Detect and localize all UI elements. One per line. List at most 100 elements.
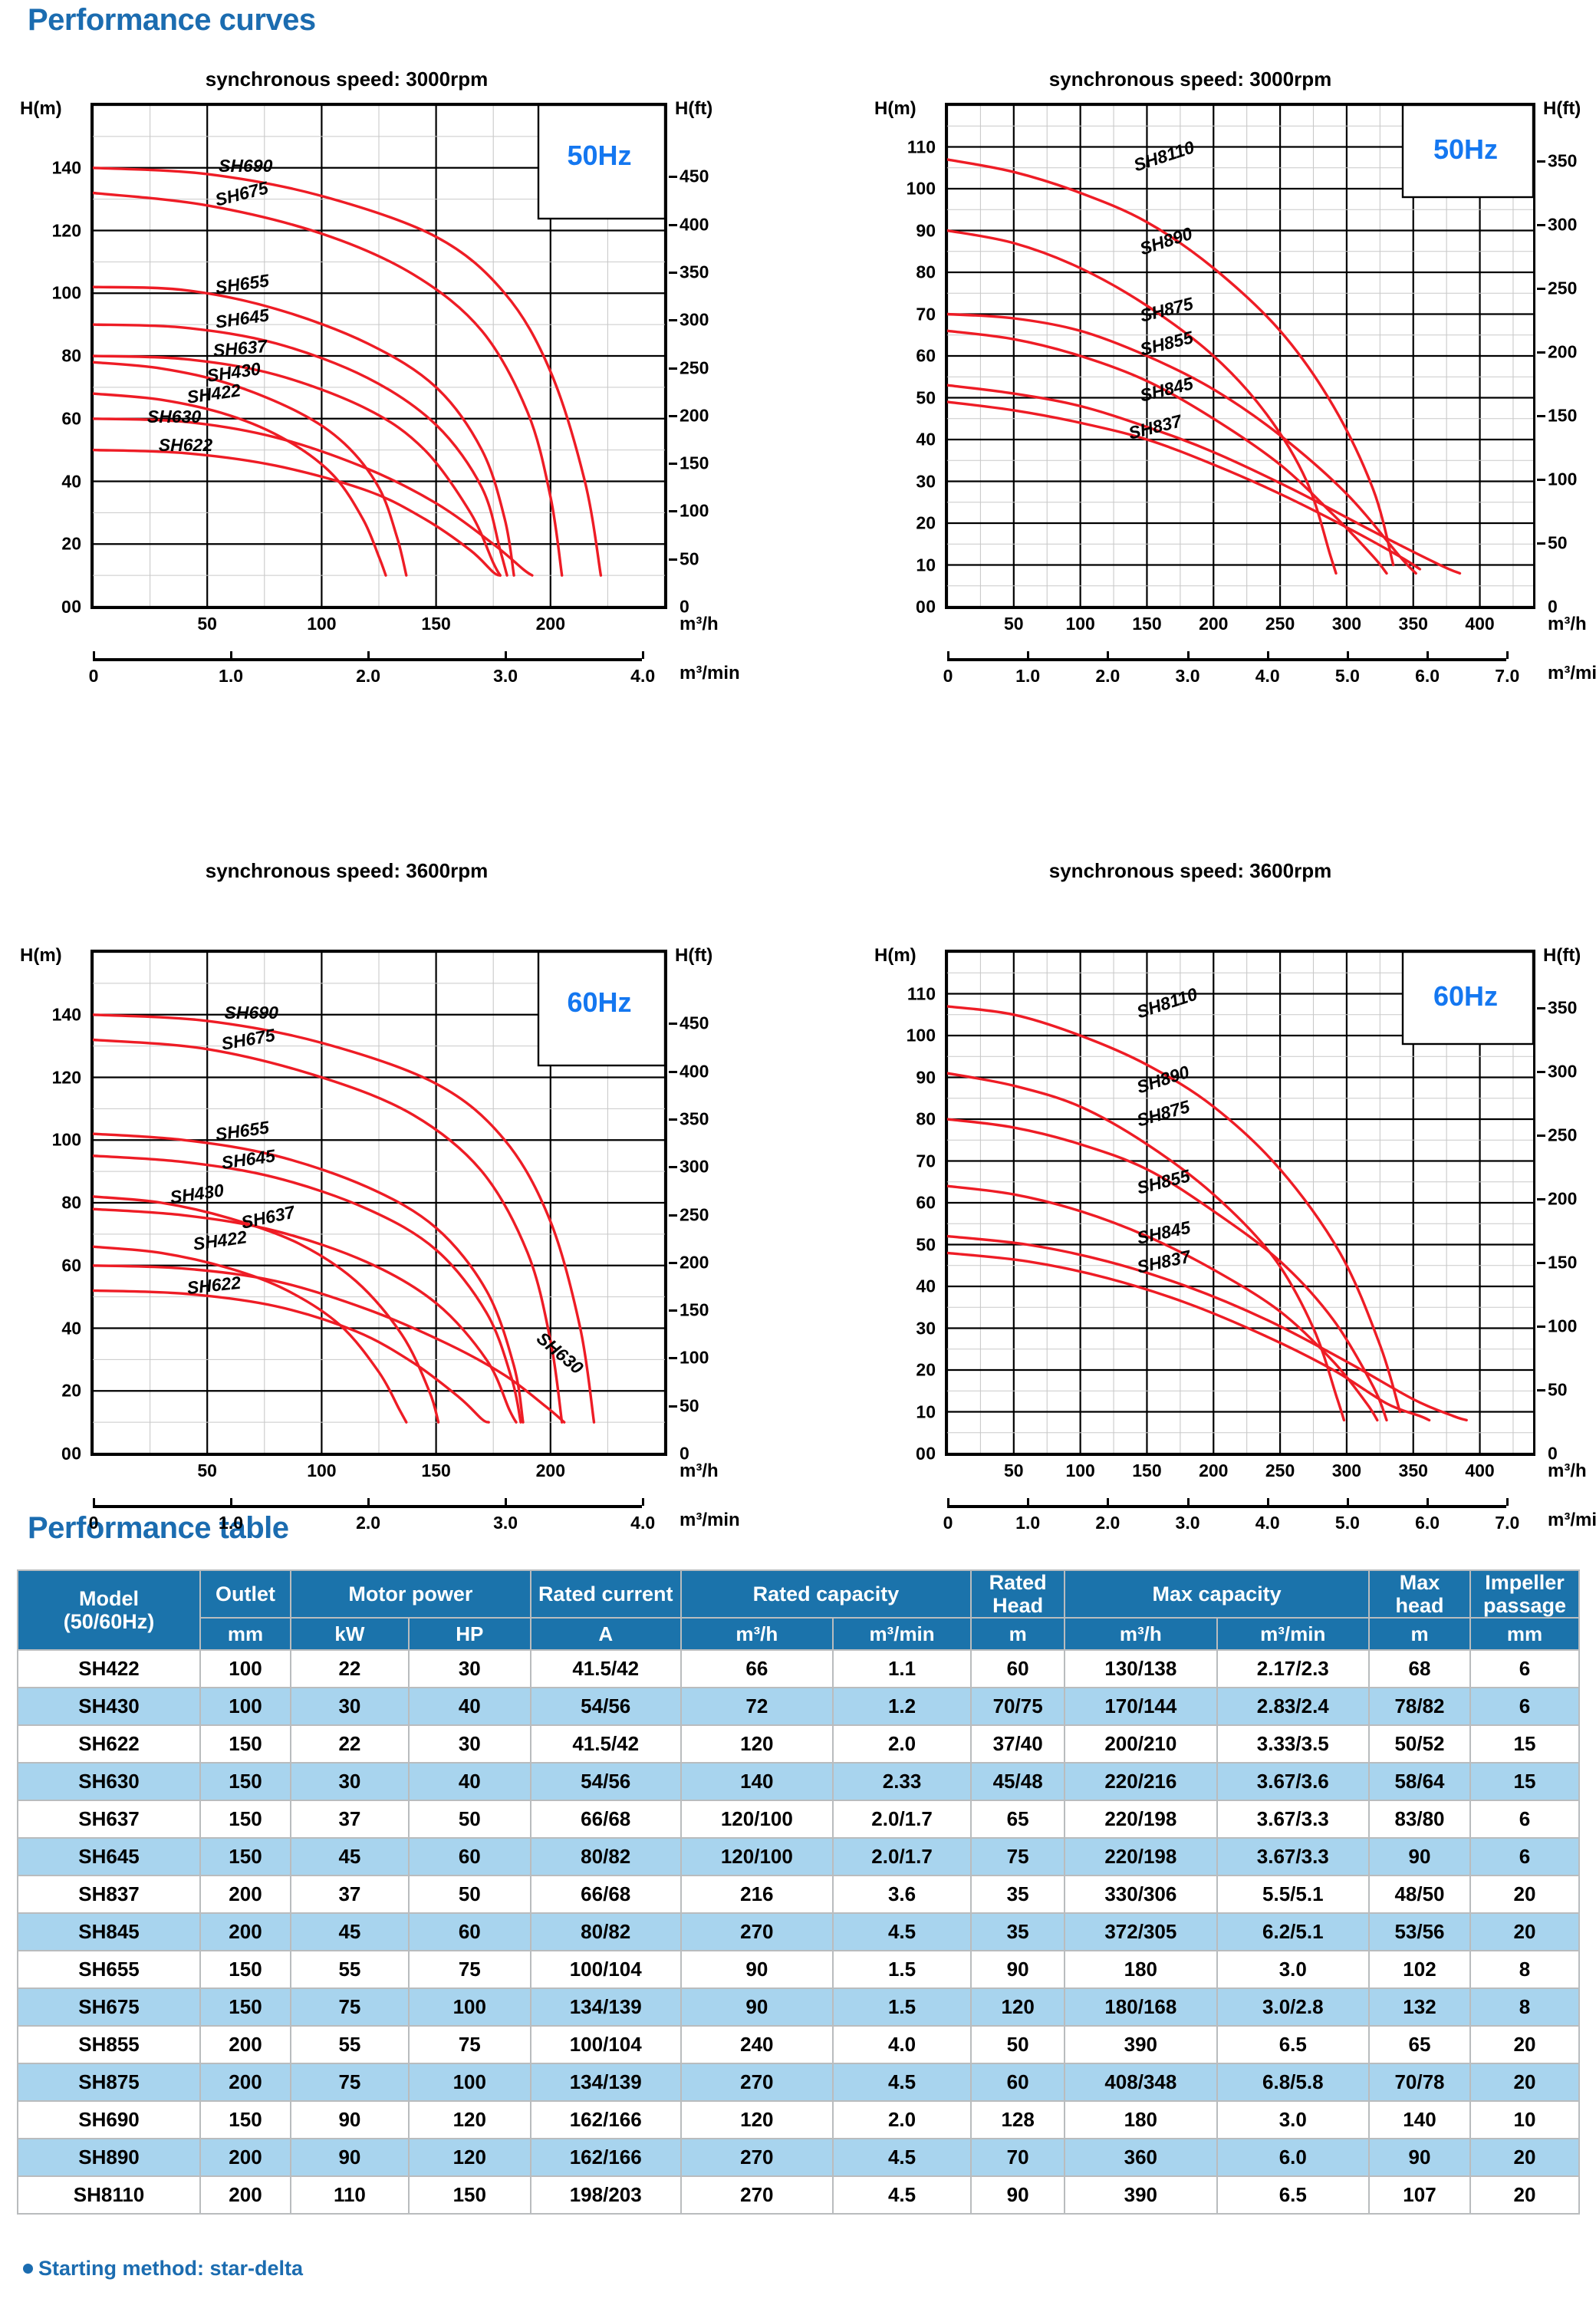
x2-tick-mark (1427, 1498, 1430, 1506)
curve-label-SH875: SH875 (1137, 293, 1196, 326)
col-max-head-line2: head (1395, 1594, 1444, 1618)
y-tick-label: 80 (916, 1108, 936, 1129)
x-tick-label: 400 (1465, 614, 1495, 634)
y-tick-label: 40 (61, 1318, 81, 1338)
plot-area (90, 950, 667, 1456)
cell-r0-c11: 6 (1469, 1649, 1580, 1689)
y2-tick-label: 450 (680, 166, 709, 186)
cell-r1-c1: 100 (199, 1687, 291, 1727)
x-tick-label: 150 (1132, 1461, 1162, 1480)
cell-r8-c9: 3.0 (1216, 1950, 1371, 1990)
cell-r14-c8: 390 (1064, 2175, 1218, 2215)
cell-r10-c2: 55 (290, 2025, 410, 2065)
cell-r4-c5: 120/100 (680, 1800, 834, 1839)
chart-sync-speed-label: synchronous speed: 3600rpm (1048, 859, 1332, 882)
curve-SH422 (93, 1245, 408, 1424)
y-tick-label: 90 (916, 220, 936, 240)
curve-label-SH675: SH675 (219, 1024, 277, 1054)
y-tick-label: 100 (906, 178, 936, 199)
cell-model: SH630 (17, 1762, 201, 1802)
curve-label-SH845: SH845 (1137, 372, 1196, 406)
x2-tick-mark (1107, 1498, 1110, 1506)
x2-axis-line (93, 1505, 643, 1508)
cell-r2-c11: 15 (1469, 1724, 1580, 1764)
col-max-head-line1: Max (1399, 1571, 1440, 1594)
cell-r4-c9: 3.67/3.3 (1216, 1800, 1371, 1839)
col-unit-2: HP (407, 1617, 531, 1652)
chart-sync-speed-label: synchronous speed: 3000rpm (1048, 68, 1332, 91)
x2-tick-mark (1186, 1498, 1190, 1506)
curve-label-SH890: SH890 (1134, 1061, 1193, 1098)
x-tick-label: 200 (535, 1461, 565, 1480)
cell-r13-c10: 90 (1368, 2138, 1471, 2178)
cell-r14-c6: 4.5 (831, 2175, 972, 2215)
col-model-line1: Model (79, 1587, 139, 1610)
curve-SH890 (947, 1072, 1346, 1422)
cell-r13-c9: 6.0 (1216, 2138, 1371, 2178)
curve-label-SH855: SH855 (1135, 1165, 1193, 1198)
cell-r3-c2: 30 (290, 1762, 410, 1802)
x2-tick-mark (230, 1498, 233, 1506)
x2-axis-line (947, 658, 1507, 661)
curve-SH630 (93, 417, 534, 577)
y-tick-label: 0 (926, 596, 936, 617)
footnote-starting-method: Starting method: star-delta (23, 2257, 303, 2281)
y-tick-label: 120 (51, 1067, 81, 1087)
y2-tick-mark (1537, 1071, 1545, 1074)
x2-tick-mark (642, 651, 645, 659)
table-row: SH890 200 90 120 162/166 270 4.5 70 360 6.0 90 20 (17, 2138, 1580, 2178)
cell-r12-c6: 2.0 (831, 2100, 972, 2140)
cell-r4-c7: 65 (970, 1800, 1066, 1839)
x-tick-label: 100 (307, 1461, 337, 1480)
cell-r2-c2: 22 (290, 1724, 410, 1764)
y-axis-right-unit: H(ft) (1543, 98, 1581, 119)
y2-tick-mark (669, 367, 677, 370)
table-row: SH655 150 55 75 100/104 90 1.5 90 180 3.0 102 8 (17, 1950, 1580, 1990)
col-max-head: Max head (1368, 1569, 1471, 1619)
cell-r10-c8: 390 (1064, 2025, 1218, 2065)
cell-r5-c11: 6 (1469, 1837, 1580, 1877)
x2-tick-mark (93, 1498, 95, 1506)
y-tick-label: 140 (51, 157, 81, 178)
curve-label-SH430: SH430 (206, 357, 262, 386)
curve-SH690 (93, 1013, 596, 1424)
curve-label-SH630: SH630 (532, 1327, 587, 1378)
curve-label-SH655: SH655 (214, 1117, 271, 1145)
y-tick-label: 20 (61, 1380, 81, 1401)
curve-label-SH837: SH837 (1135, 1246, 1193, 1277)
cell-model: SH655 (17, 1950, 201, 1990)
cell-r10-c6: 4.0 (831, 2025, 972, 2065)
x-tick-label: 100 (307, 614, 337, 634)
y2-tick-label-zero: 0 (680, 1443, 689, 1464)
cell-r5-c9: 3.67/3.3 (1216, 1837, 1371, 1877)
cell-r5-c2: 45 (290, 1837, 410, 1877)
table-row: SH690 150 90 120 162/166 120 2.0 128 180 3.0 140 10 (17, 2100, 1580, 2140)
cell-r2-c4: 41.5/42 (529, 1724, 682, 1764)
curve-label-SH875: SH875 (1134, 1096, 1193, 1131)
y2-tick-mark (669, 1405, 677, 1408)
cell-r4-c10: 83/80 (1368, 1800, 1471, 1839)
x2-tick-label: 3.0 (1175, 1513, 1200, 1533)
cell-r6-c10: 48/50 (1368, 1875, 1471, 1915)
x2-tick-label: 1.0 (1015, 666, 1041, 686)
y-tick-label: 0 (71, 596, 81, 617)
cell-r9-c1: 150 (199, 1987, 291, 2027)
curve-label-SH422: SH422 (191, 1227, 248, 1255)
y-tick-label: 100 (906, 1025, 936, 1046)
x2-tick-label: 4.0 (630, 1513, 656, 1533)
y2-tick-mark (1537, 1135, 1545, 1138)
cell-model: SH855 (17, 2025, 201, 2065)
cell-model: SH430 (17, 1687, 201, 1727)
table-row: SH630 150 30 40 54/56 140 2.33 45/48 220/216 3.67… (17, 1762, 1580, 1802)
y2-tick-mark (1537, 224, 1545, 227)
y-tick-label: 80 (61, 1192, 81, 1213)
table-row: SH855 200 55 75 100/104 240 4.0 50 390 6.5 65 20 (17, 2025, 1580, 2065)
y2-tick-label: 450 (680, 1013, 709, 1033)
cell-r8-c7: 90 (970, 1950, 1066, 1990)
x2-tick-label: 3.0 (1175, 666, 1200, 686)
cell-r12-c5: 120 (680, 2100, 834, 2140)
cell-r7-c2: 45 (290, 1912, 410, 1952)
cell-r7-c5: 270 (680, 1912, 834, 1952)
cell-r5-c1: 150 (199, 1837, 291, 1877)
cell-r10-c5: 240 (680, 2025, 834, 2065)
